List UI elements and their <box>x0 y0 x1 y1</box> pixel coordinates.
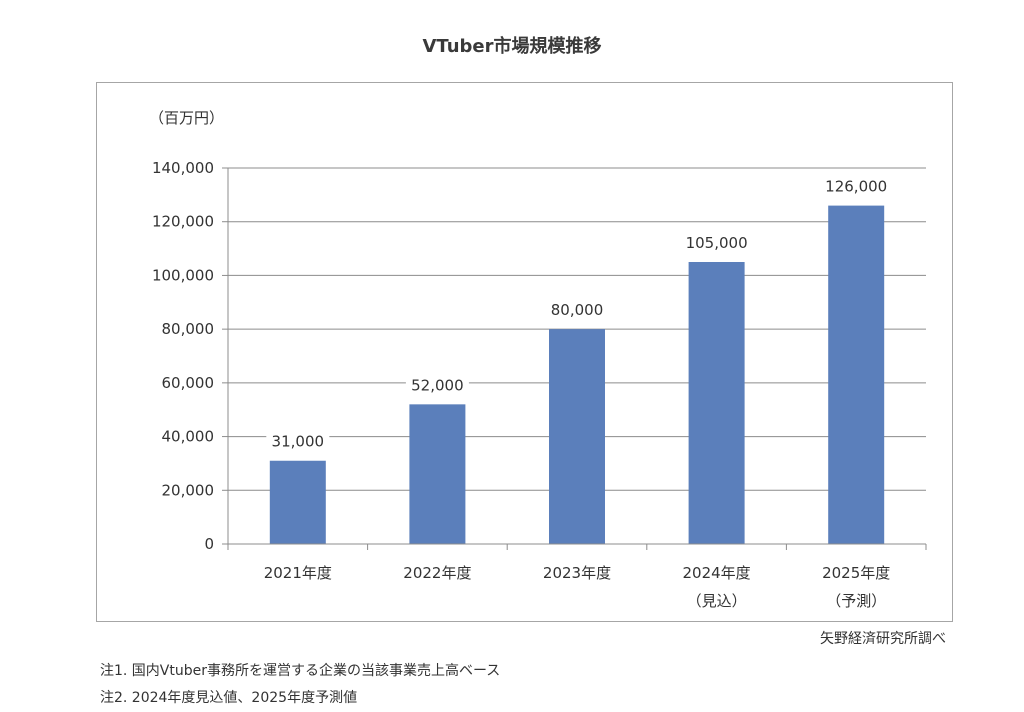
source-credit: 矢野経済研究所調べ <box>820 631 946 647</box>
y-tick-label: 140,000 <box>152 159 214 177</box>
bar <box>409 404 466 544</box>
chart-frame: （百万円） 0 20,000 40,000 60,000 80,000 100,000 12… <box>96 82 953 622</box>
y-tick-label: 80,000 <box>162 320 215 338</box>
value-label-background <box>266 430 330 451</box>
y-tick-label: 100,000 <box>152 266 214 284</box>
bar-value-label: 126,000 <box>825 178 887 196</box>
bar <box>828 205 885 544</box>
x-tick-label: 2024年度 <box>683 564 751 582</box>
bar-value-label: 105,000 <box>686 234 748 252</box>
x-axis-ticks: 2021年度 2022年度 2023年度 2024年度 （見込） 2025年度 （予測） <box>227 544 927 610</box>
y-tick-label: 40,000 <box>162 428 215 446</box>
bars: 31,000 52,000 80,000 105,000 126,000 <box>266 175 893 544</box>
note-2: 注2. 2024年度見込値、2025年度予測値 <box>100 690 358 706</box>
bar <box>269 460 326 544</box>
chart-title: VTuber市場規模推移 <box>422 36 602 57</box>
y-tick-label: 20,000 <box>162 481 215 499</box>
x-tick-label: 2022年度 <box>403 564 471 582</box>
x-tick-label: （予測） <box>826 592 886 610</box>
bar-value-label: 31,000 <box>272 433 325 451</box>
bar-value-label: 80,000 <box>551 301 604 319</box>
y-axis-unit-label: （百万円） <box>149 109 224 127</box>
x-tick-label: 2023年度 <box>543 564 611 582</box>
x-tick-label: （見込） <box>687 592 747 610</box>
bar <box>688 262 745 544</box>
value-label-background <box>819 175 893 196</box>
bar-chart: （百万円） 0 20,000 40,000 60,000 80,000 100,000 12… <box>149 109 927 610</box>
value-label-background <box>545 299 609 320</box>
axes <box>227 168 926 545</box>
bar <box>549 329 605 544</box>
value-label-background <box>680 232 753 252</box>
value-label-background <box>405 374 469 395</box>
x-tick-label: 2021年度 <box>264 564 332 582</box>
y-axis-ticks: 0 20,000 40,000 60,000 80,000 100,000 120,000 1… <box>152 159 228 553</box>
y-tick-label: 60,000 <box>162 374 215 392</box>
y-tick-label: 120,000 <box>152 213 214 231</box>
x-tick-label: 2025年度 <box>822 564 890 582</box>
note-1: 注1. 国内Vtuber事務所を運営する企業の当該事業売上高ベース <box>100 663 501 679</box>
bar-value-label: 52,000 <box>411 376 464 394</box>
y-tick-label: 0 <box>204 535 214 553</box>
